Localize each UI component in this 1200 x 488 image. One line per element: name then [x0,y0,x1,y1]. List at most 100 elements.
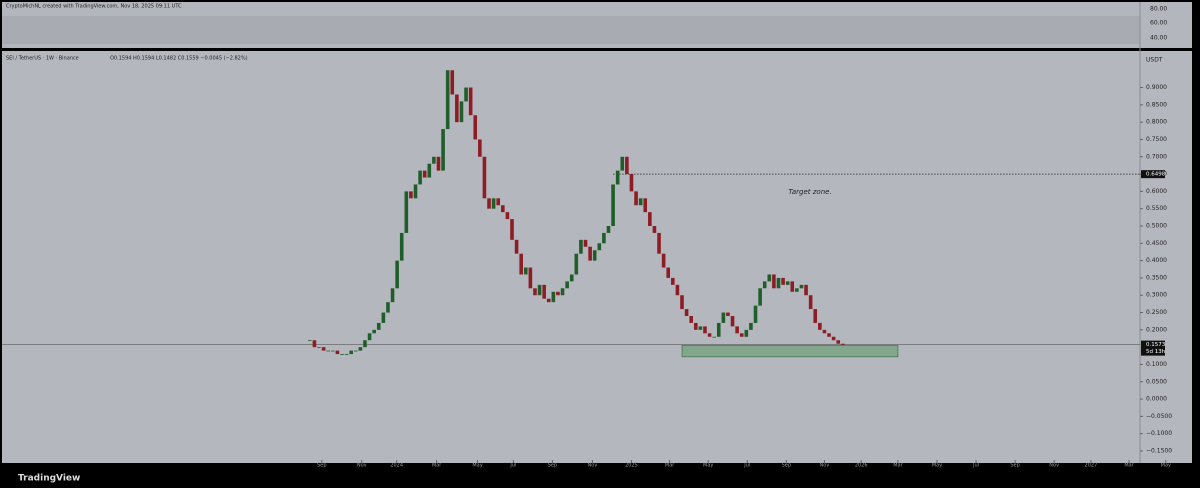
candle [634,191,638,206]
y-tick-label: 0.0000 [1146,396,1167,403]
candle [367,333,372,341]
candle [606,226,611,233]
candle [528,267,533,289]
y-tick-label: 0.0500 [1146,378,1167,385]
y-tick-label: −0.1000 [1146,430,1172,437]
candle [473,115,478,140]
candle [781,277,785,285]
candle [698,326,703,330]
candle [615,170,620,185]
x-tick-label: 2024 [390,463,403,469]
candle [818,322,822,330]
candle [808,295,813,310]
y-tick-label: 0.3000 [1146,292,1167,299]
candle [427,163,432,178]
candle [363,340,367,348]
candle [422,170,427,178]
candle [445,70,450,130]
footer [0,466,1200,488]
x-tick-label: Mar [893,463,903,469]
candle [317,347,321,348]
candle [790,281,795,292]
y-tick-label: 0.3500 [1146,274,1167,281]
x-tick-label: Mar [665,463,675,469]
candle [386,302,390,313]
candle [399,232,404,261]
candle [340,354,344,355]
brand: TradingView [18,474,80,484]
candle [455,94,459,123]
y-tick-label: 0.2000 [1146,326,1167,333]
x-tick-label: Sep [782,463,791,469]
candle [432,156,436,164]
candle [312,340,317,348]
candle [308,340,312,342]
candle [827,333,831,337]
candle [841,343,845,345]
candle [496,198,501,206]
candle [703,326,707,334]
candle [762,281,767,289]
candle [395,260,399,289]
candle [795,288,799,292]
candle [666,267,671,278]
candle [413,184,418,199]
candle [597,243,602,251]
candle [753,305,758,323]
candle [749,322,753,330]
candle [588,246,592,261]
credit: CryptoMichNL created with TradingView.co… [6,4,182,10]
candle [689,316,693,323]
price-panel [2,51,1192,463]
rsi-label: 40.00 [1150,35,1167,42]
candle [409,191,413,199]
candle [344,354,349,355]
candle [519,253,523,275]
candle [478,139,482,157]
y-tick-label: 0.5000 [1146,223,1167,230]
x-tick-label: Mar [432,463,442,469]
candle [556,291,560,296]
candle [551,291,556,303]
candle [675,284,680,296]
y-tick-label: 0.6000 [1146,188,1167,195]
y-tick-label: −0.1500 [1146,448,1172,455]
x-tick-label: Mar [1124,463,1134,469]
x-tick-label: Nov [1049,463,1059,469]
candle [776,277,781,289]
candle [436,156,441,171]
candle [491,198,496,209]
candle [505,212,510,220]
candle [836,340,841,344]
candle [652,226,657,233]
candle [684,309,689,316]
rsi-band [2,16,1140,44]
x-tick-label: Nov [588,463,598,469]
candle [680,295,684,310]
candle [353,350,358,352]
candle [565,281,569,289]
candle [510,219,514,240]
candle [707,333,712,337]
x-tick-label: May [703,463,713,469]
rsi-label: 80.00 [1150,6,1167,13]
candle [822,329,827,334]
candle [326,350,331,352]
candle [638,198,643,206]
candle [785,281,790,285]
candle [716,322,721,337]
candle [831,336,836,341]
candle [560,288,565,296]
currency: USDT [1146,57,1163,64]
candle [468,87,473,116]
candle [523,267,528,275]
y-tick-label: −0.0500 [1146,413,1172,420]
candle [813,309,818,323]
candle [335,350,340,355]
y-tick-label: 0.8000 [1146,119,1167,126]
candle [372,329,376,334]
y-tick-label: 0.9000 [1146,84,1167,91]
candle [804,284,808,296]
